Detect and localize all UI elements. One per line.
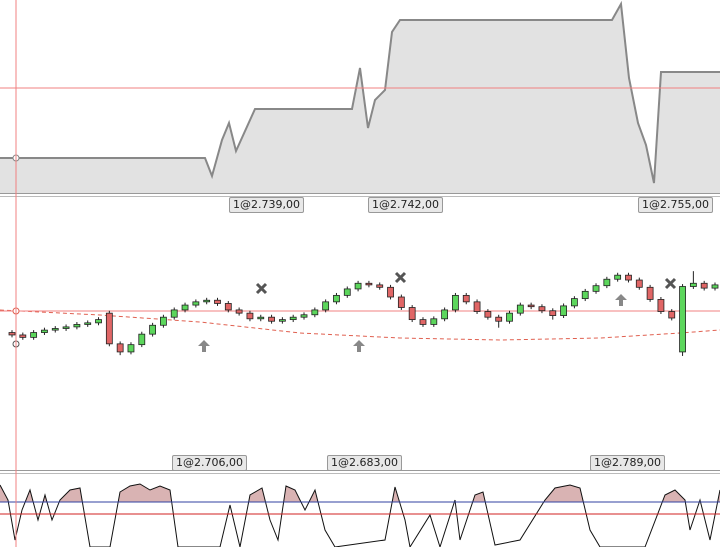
candle-body (700, 282, 708, 289)
candle-body (289, 316, 297, 321)
candle-body (343, 288, 351, 296)
equity-line (0, 0, 720, 184)
candle-body (495, 316, 503, 322)
candle-body (257, 316, 265, 320)
candle-body (300, 314, 308, 318)
candle-body (657, 299, 665, 312)
candle-body (625, 274, 632, 281)
candle-body (387, 286, 394, 298)
candle-body (430, 318, 438, 325)
candle-body (224, 303, 232, 311)
candle-body (170, 309, 178, 318)
candle-body (571, 298, 578, 307)
candle-body (160, 316, 167, 326)
oscillator-line (0, 483, 720, 547)
candle-body (581, 290, 589, 300)
candle-body (408, 307, 416, 321)
candle-body (527, 304, 535, 308)
buy-marker (198, 294, 627, 352)
candle-body (689, 282, 697, 287)
candle-body (192, 301, 200, 306)
candles (8, 271, 719, 356)
candle-body (473, 301, 481, 312)
candle-body (235, 309, 243, 314)
trade-label: 1@2.706,00 (172, 455, 247, 471)
candle-body (214, 299, 221, 304)
candle-body (614, 274, 622, 280)
candle-body (149, 324, 157, 335)
candle-body (116, 343, 124, 353)
candle-body (84, 322, 92, 325)
candle-body (516, 304, 524, 314)
candle-body (41, 329, 48, 333)
trade-label: 1@2.789,00 (590, 455, 665, 471)
moving-average (0, 309, 720, 341)
candle-body (30, 332, 38, 338)
candle-body (62, 326, 70, 329)
candle-body (105, 312, 113, 345)
candle-body (646, 286, 654, 300)
candle-body (592, 285, 600, 292)
candle-body (278, 319, 286, 322)
candle-body (181, 304, 189, 311)
oscillator-fill (0, 484, 720, 502)
trade-label: 1@2.739,00 (229, 197, 304, 213)
trade-label: 1@2.683,00 (327, 455, 402, 471)
candle-body (538, 306, 546, 312)
equity-area (0, 4, 720, 193)
candle-body (73, 324, 81, 328)
candle-body (365, 282, 373, 286)
candle-body (635, 279, 643, 288)
candle-body (8, 332, 16, 336)
candle-body (333, 294, 340, 303)
candle-body (322, 301, 330, 311)
candle-body (484, 311, 492, 318)
candle-body (127, 344, 135, 353)
candle-body (203, 299, 211, 303)
candle-body (268, 316, 275, 322)
candle-body (354, 282, 362, 290)
candle-body (246, 312, 254, 320)
candle-body (462, 294, 470, 303)
candle-body (679, 286, 686, 353)
trade-label: 1@2.755,00 (638, 197, 713, 213)
candle-body (397, 296, 405, 308)
candle-body (506, 312, 513, 322)
candle-body (95, 319, 102, 324)
candle-body (549, 310, 557, 316)
trade-label: 1@2.742,00 (368, 197, 443, 213)
candle-body (441, 309, 449, 320)
candle-body (51, 328, 59, 331)
candle-body (19, 334, 27, 338)
candle-body (711, 284, 719, 289)
candle-body (138, 333, 146, 346)
candle-body (560, 305, 567, 316)
candle-body (311, 309, 319, 316)
candle-body (419, 319, 427, 325)
candle-body (603, 278, 611, 287)
exit-marker (255, 271, 677, 295)
candle-body (668, 311, 676, 319)
candle-body (452, 294, 459, 311)
candle-body (376, 284, 384, 288)
